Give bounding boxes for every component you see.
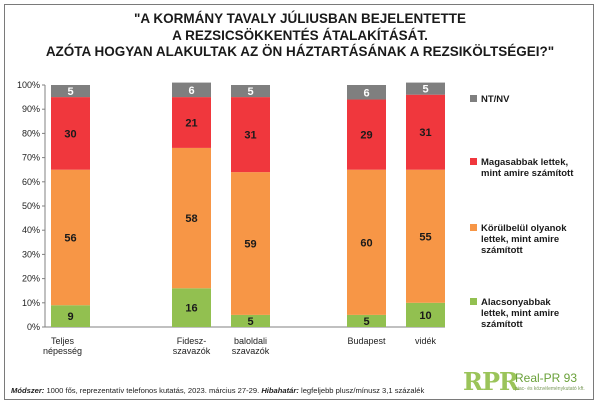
footer-note: Módszer: 1000 fős, reprezentatív telefon…: [11, 386, 424, 395]
logo-name: Real-PR 93: [515, 371, 578, 385]
bar-value-label: 16: [185, 303, 197, 315]
bar-value-label: 60: [360, 237, 372, 249]
company-logo: RPR Real-PR 93 piac- és közvéleménykutat…: [463, 367, 593, 399]
category-label: baloldali: [234, 336, 267, 346]
chart-frame: "A KORMÁNY TAVALY JÚLIUSBAN BEJELENTETTE…: [4, 4, 594, 400]
legend-label: NT/NV: [481, 94, 510, 105]
category-label: Teljes: [51, 336, 75, 346]
y-tick-label: 0%: [27, 322, 40, 332]
bar-segment: [172, 82, 211, 98]
bar-segment: [347, 85, 386, 100]
title-line-1: "A KORMÁNY TAVALY JÚLIUSBAN BEJELENTETTE: [134, 11, 466, 26]
legend-swatch: [470, 224, 477, 231]
y-tick-label: 90%: [22, 104, 40, 114]
bar-value-label: 9: [67, 311, 73, 323]
legend-label: Magasabbak lettek,: [481, 157, 568, 168]
category-label: szavazók: [232, 346, 270, 356]
legend-swatch: [470, 158, 477, 165]
title-line-2: A REZSICSÖKKENTÉS ÁTALAKÍTÁSÁT.: [172, 27, 428, 43]
logo-subtitle: piac- és közvéleménykutató kft.: [515, 386, 585, 392]
bar-segment: [406, 82, 445, 95]
bar-value-label: 30: [64, 128, 76, 140]
bar-value-label: 31: [244, 130, 256, 142]
bar-segment: [172, 147, 211, 289]
bar-value-label: 56: [64, 232, 76, 244]
bar-value-label: 29: [360, 130, 372, 142]
bar-segment: [172, 288, 211, 327]
category-label: szavazók: [173, 346, 211, 356]
bar-segment: [51, 97, 90, 170]
bar-value-label: 21: [185, 118, 197, 130]
bar-value-label: 5: [247, 316, 253, 328]
bar-segment: [406, 169, 445, 303]
bar-segment: [231, 314, 270, 327]
category-label: népesség: [43, 346, 82, 356]
title-line-3: AZÓTA HOGYAN ALAKULTAK AZ ÖN HÁZTARTÁSÁN…: [45, 44, 555, 59]
y-tick-label: 70%: [22, 153, 40, 163]
logo-mark: RPR: [463, 367, 519, 396]
bar-segment: [347, 99, 386, 170]
bar-segment: [51, 305, 90, 327]
bar-segment: [51, 85, 90, 98]
bar-value-label: 5: [67, 86, 73, 98]
legend-label: lettek, mint amire: [481, 234, 559, 245]
legend-label: Alacsonyabbak: [481, 297, 551, 308]
bar-segment: [231, 172, 270, 315]
y-tick-label: 10%: [22, 298, 40, 308]
legend-label: számított: [481, 245, 524, 256]
legend-label: számított: [481, 319, 524, 330]
stacked-bar-chart: 0%10%20%30%40%50%60%70%80%90%100%956305T…: [17, 80, 574, 356]
bar-value-label: 5: [422, 84, 428, 96]
bar-value-label: 6: [363, 87, 369, 99]
category-label: Fidesz-: [177, 336, 207, 346]
chart-title: "A KORMÁNY TAVALY JÚLIUSBAN BEJELENTETTE…: [5, 11, 595, 61]
bar-segment: [347, 314, 386, 327]
bar-segment: [406, 94, 445, 170]
y-tick-label: 40%: [22, 225, 40, 235]
bar-segment: [51, 169, 90, 306]
legend-label: lettek, mint amire: [481, 308, 559, 319]
bar-segment: [231, 97, 270, 173]
y-tick-label: 80%: [22, 128, 40, 138]
y-tick-label: 60%: [22, 177, 40, 187]
legend-label: mint amire számított: [481, 168, 574, 179]
bar-value-label: 31: [419, 127, 431, 139]
bar-segment: [406, 302, 445, 327]
bar-value-label: 5: [363, 316, 369, 328]
bar-value-label: 59: [244, 239, 256, 251]
legend-swatch: [470, 95, 477, 102]
bar-value-label: 10: [419, 310, 431, 322]
y-tick-label: 50%: [22, 201, 40, 211]
y-tick-label: 20%: [22, 274, 40, 284]
category-label: Budapest: [347, 336, 386, 346]
bar-value-label: 55: [419, 231, 431, 243]
error-text: legfeljebb plusz/mínusz 3,1 százalék: [298, 386, 425, 395]
y-tick-label: 100%: [17, 80, 40, 90]
category-label: vidék: [415, 336, 437, 346]
bar-value-label: 6: [188, 85, 194, 97]
bar-segment: [172, 97, 211, 148]
legend-swatch: [470, 298, 477, 305]
legend-label: Körülbelül olyanok: [481, 223, 567, 234]
bar-value-label: 58: [185, 213, 197, 225]
error-label: Hibahatár:: [261, 386, 299, 395]
bar-segment: [231, 85, 270, 98]
method-text: 1000 fős, reprezentatív telefonos kutatá…: [44, 386, 262, 395]
bar-value-label: 5: [247, 86, 253, 98]
method-label: Módszer:: [11, 386, 45, 395]
bar-segment: [347, 169, 386, 315]
y-tick-label: 30%: [22, 249, 40, 259]
